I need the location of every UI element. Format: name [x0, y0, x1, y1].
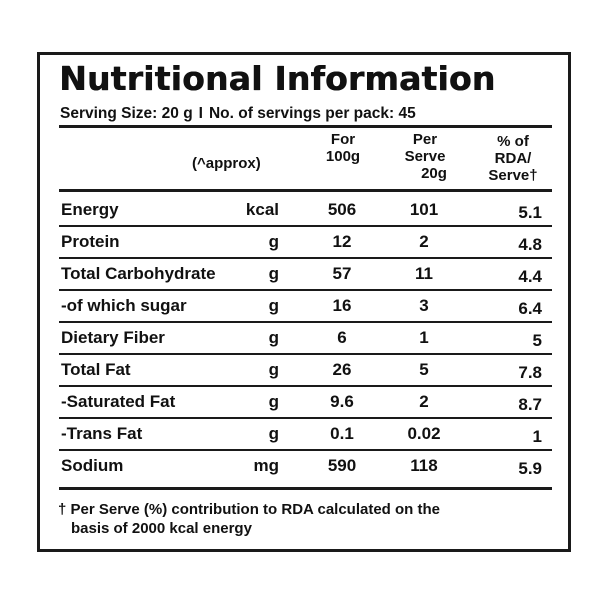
value-per-100g: 26: [332, 360, 352, 379]
nutrient-unit: g: [268, 360, 279, 379]
nutrient-unit: g: [268, 328, 279, 347]
value-rda: 6.4: [518, 299, 542, 318]
row-divider: [59, 385, 552, 387]
nutrient-name: -of which sugar: [61, 296, 187, 315]
value-rda: 4.8: [518, 235, 542, 254]
serving-info: Serving Size: 20 g I No. of servings per p…: [60, 105, 416, 123]
value-per-100g: 6: [337, 328, 347, 347]
nutrient-name: Dietary Fiber: [61, 328, 165, 347]
value-rda: 5.1: [518, 203, 542, 222]
value-per-100g: 57: [332, 264, 352, 283]
nutrient-unit: g: [268, 232, 279, 251]
value-per-100g: 9.6: [330, 392, 354, 411]
row-divider: [59, 321, 552, 323]
serving-size: Serving Size: 20 g: [60, 105, 193, 122]
value-per-serve: 5: [419, 360, 429, 379]
header-line: RDA/: [494, 150, 532, 167]
footnote-line: basis of 2000 kcal energy: [71, 520, 252, 537]
header-line: Serve†: [488, 167, 538, 184]
nutrient-name: -Saturated Fat: [61, 392, 176, 411]
header-line: For: [330, 131, 356, 148]
value-per-serve: 0.02: [407, 424, 441, 443]
value-per-serve: 2: [419, 232, 429, 251]
value-per-100g: 506: [327, 200, 357, 219]
nutrient-name: Sodium: [61, 456, 124, 475]
value-per-serve: 11: [415, 264, 433, 283]
header-line: 20g: [421, 165, 447, 182]
value-per-100g: 12: [332, 232, 352, 251]
header-line: Serve: [404, 148, 446, 165]
row-divider: [59, 225, 552, 227]
nutrient-unit: kcal: [245, 200, 279, 219]
nutrient-name: Total Fat: [61, 360, 131, 379]
value-per-serve: 118: [410, 456, 438, 475]
row-divider: [59, 417, 552, 419]
footnote-line: † Per Serve (%) contribution to RDA calc…: [58, 501, 441, 518]
value-per-100g: 0.1: [330, 424, 354, 443]
nutrient-name: Protein: [61, 232, 120, 251]
value-per-serve: 101: [409, 200, 439, 219]
serving-separator: I: [198, 105, 203, 122]
nutrition-label: Nutritional Information Serving Size: 20…: [37, 52, 571, 552]
nutrient-name: Total Carbohydrate: [61, 264, 216, 283]
row-divider: [59, 449, 552, 451]
value-per-serve: 3: [419, 296, 429, 315]
approx-note: (^approx): [192, 155, 261, 172]
value-per-serve: 2: [419, 392, 429, 411]
header-line: % of: [497, 133, 529, 150]
value-rda: 1: [532, 427, 542, 446]
value-rda: 5: [532, 331, 542, 350]
header-per-100g: For 100g: [312, 131, 374, 165]
value-rda: 7.8: [518, 363, 542, 382]
divider: [59, 125, 552, 128]
row-divider: [59, 257, 552, 259]
header-per-serve: Per Serve 20g: [394, 131, 456, 182]
row-divider: [59, 353, 552, 355]
value-rda: 8.7: [518, 395, 542, 414]
nutrient-unit: g: [268, 392, 279, 411]
header-line: 100g: [325, 148, 361, 165]
value-per-100g: 590: [327, 456, 357, 475]
value-per-serve: 1: [419, 328, 429, 347]
value-per-100g: 16: [332, 296, 352, 315]
value-rda: 4.4: [518, 267, 542, 286]
nutrient-unit: g: [268, 424, 279, 443]
header-rda: % of RDA/ Serve†: [480, 133, 546, 184]
nutrient-unit: mg: [253, 456, 280, 475]
divider: [59, 189, 552, 192]
footnote: † Per Serve (%) contribution to RDA calc…: [58, 500, 558, 538]
divider: [59, 487, 552, 490]
nutrient-name: Energy: [61, 200, 119, 219]
row-divider: [59, 289, 552, 291]
header-line: Per: [412, 131, 438, 148]
nutrient-unit: g: [268, 296, 279, 315]
servings-per-pack: No. of servings per pack: 45: [208, 105, 416, 122]
value-rda: 5.9: [518, 459, 542, 478]
nutrient-name: -Trans Fat: [61, 424, 143, 443]
nutrient-unit: g: [268, 264, 279, 283]
label-title: Nutritional Information: [59, 59, 496, 98]
